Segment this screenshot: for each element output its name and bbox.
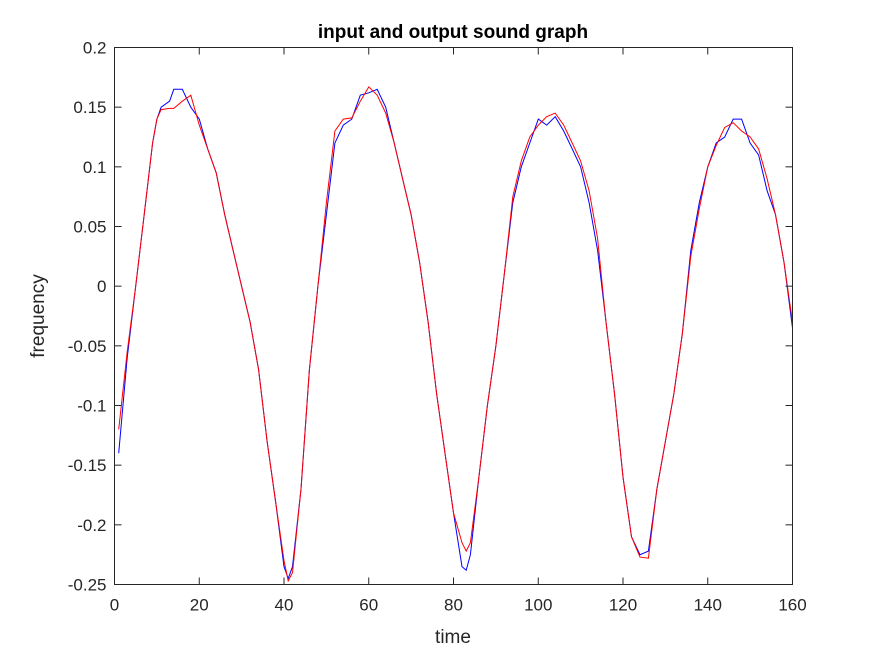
x-axis: 0 20 40 60 80 100 120 140 160	[110, 47, 807, 615]
y-tick-label: 0.15	[73, 98, 106, 117]
y-tick-label: -0.2	[77, 516, 106, 535]
series-layer	[118, 86, 793, 583]
series-line-output	[118, 86, 793, 583]
y-tick-label: -0.25	[68, 576, 107, 595]
x-tick-label: 20	[190, 596, 209, 615]
x-tick-label: 140	[694, 596, 722, 615]
x-tick-label: 60	[359, 596, 378, 615]
x-axis-label: time	[435, 627, 471, 648]
y-axis: 0.2 0.15 0.1 0.05 0 -0.05 -0.1 -0.15 -0.2 -0.25	[68, 39, 793, 595]
x-tick-label: 80	[444, 596, 463, 615]
x-tick-label: 120	[609, 596, 637, 615]
y-tick-label: -0.1	[77, 397, 106, 416]
x-tick-label: 160	[778, 596, 806, 615]
x-tick-label: 40	[275, 596, 294, 615]
y-tick-label: -0.05	[68, 337, 107, 356]
y-tick-label: 0.1	[83, 158, 107, 177]
y-tick-label: -0.15	[68, 456, 107, 475]
x-tick-label: 0	[110, 596, 119, 615]
chart-title: input and output sound graph	[318, 22, 588, 43]
y-tick-label: 0.2	[83, 39, 107, 58]
x-tick-label: 100	[524, 596, 552, 615]
y-tick-label: 0	[97, 277, 106, 296]
y-tick-label: 0.05	[73, 218, 106, 237]
y-axis-label: frequency	[28, 274, 49, 358]
